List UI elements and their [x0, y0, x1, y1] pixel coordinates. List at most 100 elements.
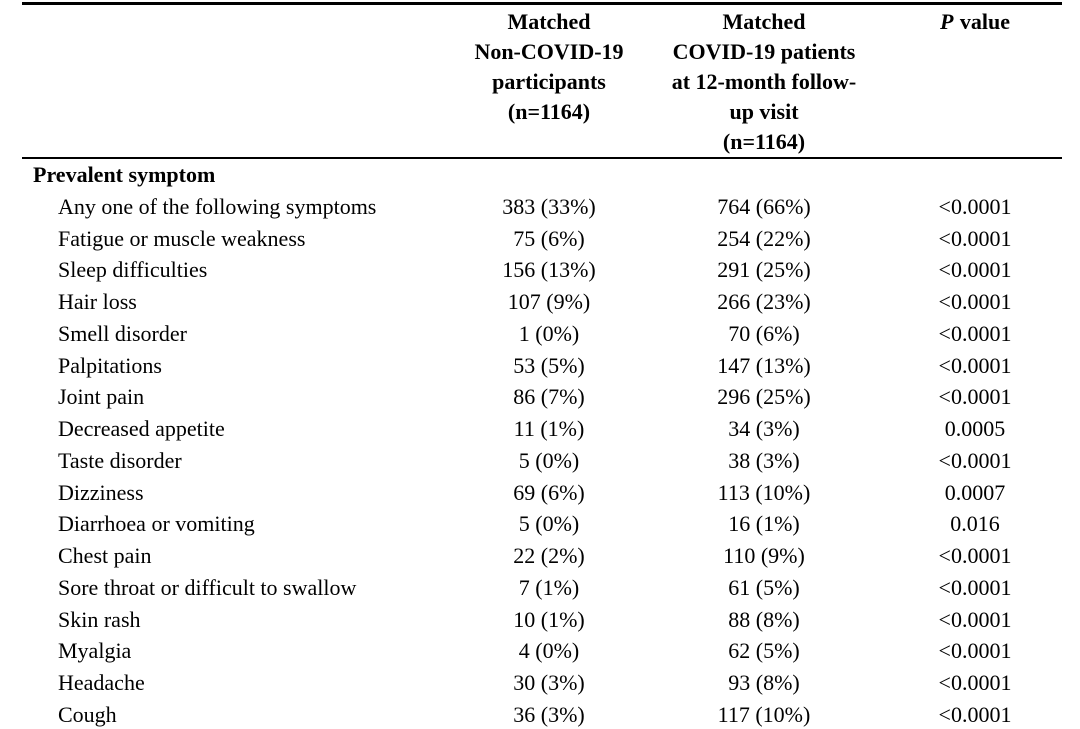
covid-value: 38 (3%) — [728, 447, 800, 473]
covid-value: 62 (5%) — [728, 638, 800, 664]
prevalent-symptoms-table: Matched Non-COVID-19 participants (n=116… — [22, 2, 1062, 729]
table-row: Joint pain 86 (7%) 296 (25%) <0.0001 — [22, 381, 1062, 413]
symptom-label: Hair loss — [58, 289, 137, 314]
symptom-label: Joint pain — [58, 384, 145, 410]
noncovid-value: 69 (6%) — [513, 479, 585, 505]
pvalue-word: value — [959, 9, 1010, 34]
symptom-label: Palpitations — [58, 352, 162, 378]
pvalue-value: <0.0001 — [938, 320, 1012, 346]
table-row: Any one of the following symptoms 383 (3… — [22, 191, 1062, 223]
pvalue-value: <0.0001 — [938, 384, 1012, 410]
noncovid-value: 30 (3%) — [513, 670, 585, 695]
pvalue-value: <0.0001 — [938, 670, 1012, 695]
section-header-row: Prevalent symptom — [22, 159, 1062, 191]
header-line: Matched — [507, 9, 591, 34]
symptom-label: Decreased appetite — [58, 416, 225, 441]
table-row: Palpitations 53 (5%) 147 (13%) <0.0001 — [22, 350, 1062, 382]
header-covid-column: Matched COVID-19 patients at 12-month fo… — [640, 7, 888, 157]
header-line: participants — [492, 69, 606, 94]
covid-value: 61 (5%) — [728, 574, 800, 600]
covid-value: 34 (3%) — [728, 416, 800, 441]
pvalue-value: <0.0001 — [938, 225, 1012, 251]
noncovid-value: 75 (6%) — [513, 225, 585, 251]
table-row: Sore throat or difficult to swallow 7 (1… — [22, 572, 1062, 604]
noncovid-value: 4 (0%) — [518, 638, 580, 664]
noncovid-value: 11 (1%) — [513, 416, 585, 441]
header-noncovid-column: Matched Non-COVID-19 participants (n=116… — [458, 7, 640, 157]
pvalue-value: 0.0007 — [944, 479, 1006, 505]
symptom-label: Myalgia — [58, 638, 132, 664]
noncovid-value: 1 (0%) — [518, 320, 580, 346]
table-row: Decreased appetite 11 (1%) 34 (3%) 0.000… — [22, 413, 1062, 445]
table-row: Hair loss 107 (9%) 266 (23%) <0.0001 — [22, 286, 1062, 318]
symptom-label: Skin rash — [58, 606, 141, 632]
covid-value: 296 (25%) — [717, 384, 811, 410]
header-line: Matched — [722, 9, 806, 34]
header-line: at 12-month follow- — [671, 69, 857, 94]
pvalue-value: <0.0001 — [938, 352, 1012, 378]
table-row: Dizziness 69 (6%) 113 (10%) 0.0007 — [22, 477, 1062, 509]
symptom-label: Smell disorder — [58, 320, 187, 346]
noncovid-value: 7 (1%) — [518, 574, 580, 600]
noncovid-value: 86 (7%) — [513, 384, 585, 410]
covid-value: 88 (8%) — [728, 606, 800, 632]
header-line: (n=1164) — [507, 99, 591, 124]
pvalue-value: <0.0001 — [938, 543, 1012, 568]
covid-value: 117 (10%) — [717, 701, 811, 727]
noncovid-value: 10 (1%) — [513, 606, 585, 632]
table-row: Smell disorder 1 (0%) 70 (6%) <0.0001 — [22, 318, 1062, 350]
table-row: Fatigue or muscle weakness 75 (6%) 254 (… — [22, 223, 1062, 255]
noncovid-value: 5 (0%) — [518, 511, 580, 537]
noncovid-value: 36 (3%) — [513, 701, 585, 727]
pvalue-value: <0.0001 — [938, 701, 1012, 727]
symptom-label: Sleep difficulties — [58, 257, 208, 283]
table-row: Diarrhoea or vomiting 5 (0%) 16 (1%) 0.0… — [22, 508, 1062, 540]
covid-value: 110 (9%) — [723, 543, 805, 568]
pvalue-value: <0.0001 — [938, 638, 1012, 664]
symptom-label: Dizziness — [58, 479, 144, 505]
covid-value: 254 (22%) — [717, 225, 811, 251]
empty-cell — [888, 159, 1062, 191]
covid-value: 764 (66%) — [717, 193, 811, 219]
symptom-label: Fatigue or muscle weakness — [58, 225, 306, 251]
empty-cell — [640, 159, 888, 191]
pvalue-value: <0.0001 — [938, 574, 1012, 600]
header-divider-rule — [22, 157, 1062, 159]
pvalue-p-italic: P — [940, 9, 954, 34]
symptom-label: Sore throat or difficult to swallow — [58, 574, 357, 600]
symptom-label: Diarrhoea or vomiting — [58, 511, 255, 537]
pvalue-value: <0.0001 — [938, 447, 1012, 473]
covid-value: 70 (6%) — [728, 320, 800, 346]
table-row: Skin rash 10 (1%) 88 (8%) <0.0001 — [22, 604, 1062, 636]
pvalue-value: <0.0001 — [938, 606, 1012, 632]
noncovid-value: 5 (0%) — [518, 447, 580, 473]
section-header-label: Prevalent symptom — [33, 162, 216, 187]
table-row: Myalgia 4 (0%) 62 (5%) <0.0001 — [22, 635, 1062, 667]
header-symptom-column — [22, 7, 458, 157]
symptom-label: Chest pain — [58, 543, 152, 568]
table-row: Taste disorder 5 (0%) 38 (3%) <0.0001 — [22, 445, 1062, 477]
header-line: COVID-19 patients — [672, 39, 856, 64]
symptom-label: Cough — [58, 701, 117, 727]
covid-value: 147 (13%) — [717, 352, 811, 378]
noncovid-value: 107 (9%) — [507, 289, 591, 314]
pvalue-value: 0.0005 — [944, 416, 1006, 441]
covid-value: 113 (10%) — [717, 479, 811, 505]
noncovid-value: 22 (2%) — [513, 543, 585, 568]
empty-cell — [458, 159, 640, 191]
pvalue-value: <0.0001 — [938, 257, 1012, 283]
header-line: up visit — [729, 99, 799, 124]
covid-value: 93 (8%) — [728, 670, 800, 695]
symptom-label: Taste disorder — [58, 447, 182, 473]
covid-value: 266 (23%) — [717, 289, 811, 314]
covid-value: 291 (25%) — [717, 257, 811, 283]
table-row: Headache 30 (3%) 93 (8%) <0.0001 — [22, 667, 1062, 699]
symptom-label: Headache — [58, 670, 145, 695]
table-row: Sleep difficulties 156 (13%) 291 (25%) <… — [22, 254, 1062, 286]
pvalue-value: <0.0001 — [938, 193, 1012, 219]
header-line: (n=1164) — [722, 129, 806, 154]
pvalue-value: 0.016 — [950, 511, 1000, 537]
